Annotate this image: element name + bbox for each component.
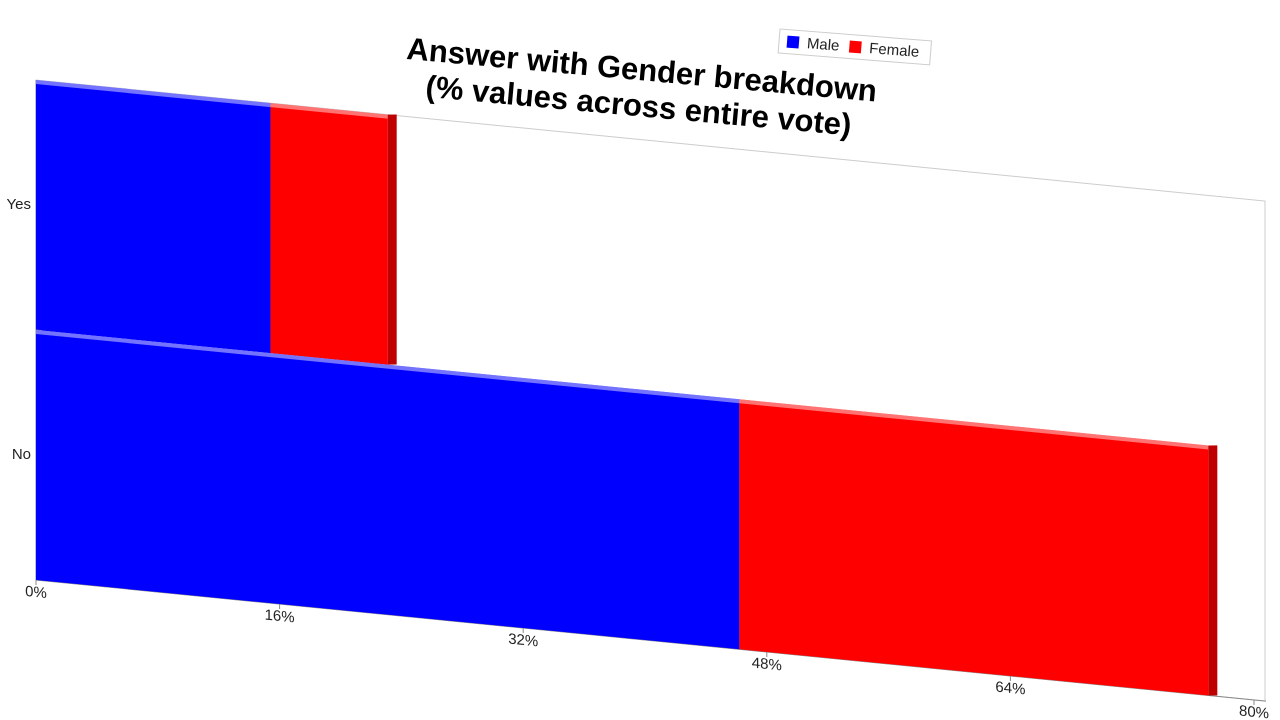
legend-label: Male [806, 35, 840, 54]
bar-top [739, 399, 1209, 450]
y-tick-label: Yes [7, 196, 31, 213]
x-tick-label: 64% [995, 678, 1025, 698]
bar [36, 79, 271, 354]
bar [270, 103, 388, 365]
bar-side [1208, 445, 1218, 696]
bar-side [387, 114, 397, 365]
bar-top [36, 329, 740, 404]
plot-area: 0% 16% 32% 48% 64% 80% [25, 79, 1269, 720]
legend-swatch [786, 35, 800, 49]
x-tick-label: 0% [25, 583, 47, 602]
bar-top [270, 103, 388, 119]
bar [36, 329, 740, 650]
x-tick-label: 80% [1239, 702, 1269, 720]
legend: Male Female [777, 28, 933, 66]
bar-top [36, 79, 271, 108]
bar [739, 399, 1209, 696]
legend-swatch [848, 40, 862, 54]
x-tick-label: 32% [508, 630, 538, 650]
x-tick-label: 48% [752, 654, 782, 674]
x-tick-label: 16% [265, 607, 295, 627]
y-tick-label: No [12, 446, 31, 463]
legend-label: Female [869, 40, 920, 61]
